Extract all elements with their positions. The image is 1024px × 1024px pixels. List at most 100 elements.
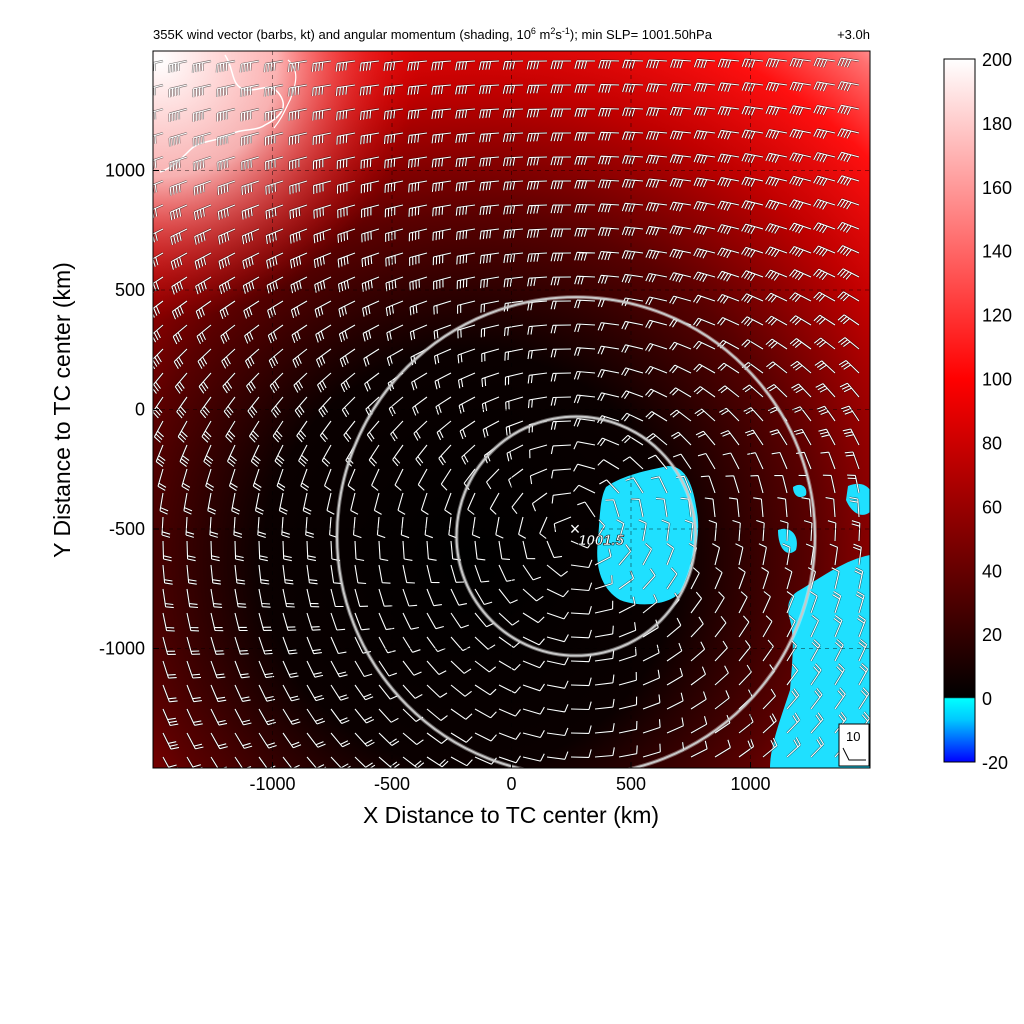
range-rings xyxy=(335,295,817,768)
wind-barb xyxy=(784,567,793,590)
wind-barb xyxy=(336,108,356,121)
wind-barb xyxy=(481,372,500,388)
wind-barb xyxy=(312,108,332,121)
wind-barb xyxy=(415,444,428,466)
wind-barb xyxy=(207,492,217,515)
wind-barb xyxy=(478,60,500,71)
wind-barb xyxy=(354,708,375,724)
wind-barb xyxy=(728,497,740,518)
wind-barb xyxy=(474,612,495,628)
wind-barb xyxy=(455,60,476,71)
wind-barb xyxy=(359,108,380,121)
wind-barb xyxy=(522,612,545,624)
wind-barb xyxy=(599,479,620,494)
wind-barb xyxy=(789,199,812,210)
y-tick-label: -1000 xyxy=(99,639,145,659)
wind-barb xyxy=(289,228,308,244)
wind-barb xyxy=(218,252,236,270)
wind-barb xyxy=(457,300,476,314)
wind-barb xyxy=(574,203,596,213)
wind-barb xyxy=(173,348,188,369)
wind-barb xyxy=(697,452,716,470)
wind-barb xyxy=(234,540,244,562)
wind-barb xyxy=(822,474,836,494)
wind-barb xyxy=(671,431,692,446)
wind-barb xyxy=(210,612,224,632)
wind-barb xyxy=(741,129,764,140)
wind-barb xyxy=(503,324,524,337)
wind-barb xyxy=(526,60,548,70)
wind-barb xyxy=(400,516,410,539)
wind-barb xyxy=(645,296,668,306)
wind-barb xyxy=(550,396,572,406)
wind-barb xyxy=(216,60,236,73)
wind-barb xyxy=(645,319,668,329)
wind-barb xyxy=(577,501,596,518)
wind-barb xyxy=(527,396,548,409)
wind-barb xyxy=(241,132,260,146)
wind-barb xyxy=(426,540,437,561)
wind-barb xyxy=(597,392,620,402)
wind-barb xyxy=(789,245,812,258)
colorbar-ramp xyxy=(943,58,976,763)
wind-barb xyxy=(364,372,380,392)
wind-barb xyxy=(645,365,668,375)
wind-barb xyxy=(371,468,380,491)
wind-barb xyxy=(378,732,400,746)
wind-barb xyxy=(318,396,332,418)
wind-barb xyxy=(162,756,179,768)
wind-barb xyxy=(274,444,285,467)
wind-barb xyxy=(186,684,202,703)
wind-barb xyxy=(193,132,212,147)
wind-barb xyxy=(738,640,751,662)
wind-barb xyxy=(851,520,861,542)
wind-barb xyxy=(786,591,795,614)
wind-barb xyxy=(765,292,788,303)
wind-barb xyxy=(402,612,420,630)
wind-barb xyxy=(786,712,800,734)
wind-barb xyxy=(407,108,428,120)
negative-region-east-small xyxy=(793,484,807,498)
wind-barb xyxy=(598,83,620,93)
wind-barb xyxy=(226,444,237,467)
wind-barb xyxy=(210,708,228,726)
wind-barb xyxy=(574,227,596,237)
x-axis-label: X Distance to TC center (km) xyxy=(363,802,659,828)
wind-barb xyxy=(282,540,292,562)
wind-barb xyxy=(693,224,716,235)
wind-barb xyxy=(170,228,188,246)
wind-barb xyxy=(186,756,203,768)
wind-barb xyxy=(693,317,716,327)
wind-barb xyxy=(546,657,569,666)
wind-barb xyxy=(362,324,380,342)
wind-barb xyxy=(693,248,716,259)
wind-barb xyxy=(762,688,776,710)
colorbar-tick-label: -20 xyxy=(982,753,1008,773)
wind-barb xyxy=(450,684,472,697)
wind-barb xyxy=(574,180,596,189)
wind-barb xyxy=(758,543,767,566)
wind-barb xyxy=(481,396,500,413)
wind-barb xyxy=(765,152,788,163)
wind-barb xyxy=(169,204,188,221)
wind-barb xyxy=(315,324,332,343)
wind-barb xyxy=(690,691,707,710)
wind-barb xyxy=(669,177,692,188)
wind-barb xyxy=(330,636,347,655)
wind-barb xyxy=(645,225,668,236)
wind-barb xyxy=(272,420,284,443)
wind-barb xyxy=(813,57,836,68)
wind-barb xyxy=(669,130,692,140)
wind-barb xyxy=(378,684,398,700)
wind-barb xyxy=(210,540,220,562)
wind-barb xyxy=(282,756,302,768)
wind-barb xyxy=(264,60,284,73)
wind-barb xyxy=(837,151,860,163)
wind-barb xyxy=(741,153,764,164)
wind-barb xyxy=(258,732,277,749)
reference-barb-icon xyxy=(842,747,866,761)
wind-barb xyxy=(338,300,356,318)
colorbar-tick-label: 140 xyxy=(982,242,1012,262)
wind-barb xyxy=(431,180,452,192)
wind-barb xyxy=(198,372,212,394)
